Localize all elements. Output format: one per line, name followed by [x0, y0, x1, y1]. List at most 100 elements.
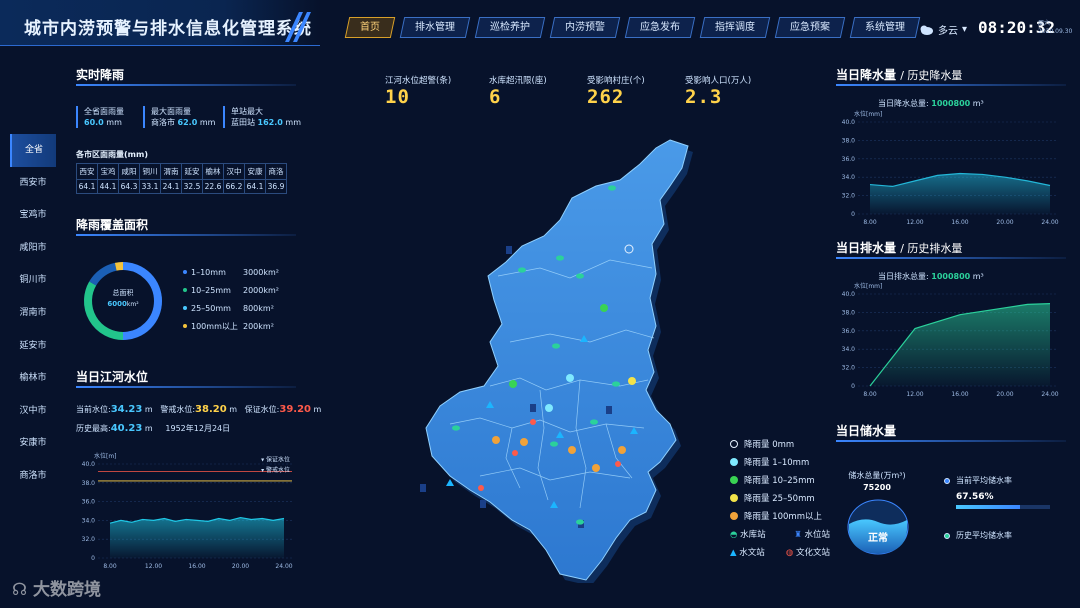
legend-warn: ▾ 警戒水位	[261, 466, 290, 474]
drainage-chart: 水位[mm]40.0 38.0 36.0 34.0 32.0 0 8.00 12.00 16.0…	[842, 282, 1059, 398]
map-boundaries	[449, 259, 655, 509]
city-item[interactable]: 榆林市	[19, 373, 47, 384]
top-nav: 首页 排水管理 巡检养护 内涝预警 应急发布 指挥调度 应急预案 系统管理	[344, 17, 921, 38]
city-item[interactable]: 咸阳市	[19, 242, 47, 253]
legend-dot	[944, 532, 950, 539]
nav-emergency-plan[interactable]: 应急预案	[774, 17, 846, 38]
x-tick-label: 20.00	[232, 563, 249, 570]
city-item[interactable]: 汉中市	[19, 405, 47, 416]
city-item[interactable]: 西安市	[19, 177, 47, 188]
city-item[interactable]: 渭南市	[19, 307, 47, 318]
y-tick-label: 38.0	[842, 137, 856, 144]
x-tick-label: 8.00	[863, 219, 877, 226]
nav-emergency-publish[interactable]: 应急发布	[624, 17, 696, 38]
nav-home[interactable]: 首页	[344, 17, 396, 38]
series-line	[869, 303, 1051, 387]
storage-total: 储水总量(万m³) 75200	[848, 471, 906, 492]
table-header-cell: 延安	[181, 163, 203, 180]
series-area	[110, 517, 284, 558]
reservoir-icon: ◓	[730, 530, 738, 540]
legend-item: 1–10mm 3000km²	[183, 263, 291, 281]
legend-item[interactable]: 降雨量 25–50mm	[730, 489, 830, 507]
city-item[interactable]: 宝鸡市	[19, 210, 47, 221]
y-tick-label: 34.0	[842, 174, 856, 181]
table-cell: 22.6	[202, 179, 224, 194]
nav-drainage[interactable]: 排水管理	[399, 17, 471, 38]
storage-status: 正常	[868, 533, 888, 544]
weather-widget[interactable]: 多云 ▾	[918, 22, 967, 37]
donut-segment	[122, 262, 162, 340]
legend-item: 25–50mm 800km²	[183, 299, 291, 317]
table-cell: 36.9	[265, 179, 287, 194]
table-header-cell: 铜川	[139, 163, 161, 180]
chevron-down-icon: ▾	[962, 24, 968, 35]
nav-system[interactable]: 系统管理	[849, 17, 921, 38]
date-block: 周六 2020.09.30	[1038, 20, 1072, 36]
river-history: 历史最高:40.23 m 1952年12月24日	[76, 423, 231, 434]
y-tick-label: 36.0	[82, 499, 96, 506]
x-tick-label: 16.00	[951, 219, 968, 226]
series-area	[870, 173, 1050, 214]
legend-item[interactable]: 降雨量 10–25mm	[730, 471, 830, 489]
legend-dot	[183, 324, 187, 328]
y-axis-label: 水位[mm]	[854, 282, 882, 290]
storage-hist-avg: 历史平均储水率	[944, 530, 1012, 541]
title-bar	[0, 0, 320, 46]
legend-icon-row: ▲ 水文站 ◍ 文化文站	[730, 543, 830, 561]
kpi-river-over-warning: 江河水位超警(条) 10	[385, 76, 452, 108]
x-tick-label: 24.00	[275, 563, 292, 570]
culture-station-icons	[478, 419, 621, 491]
nav-inspection[interactable]: 巡检养护	[474, 17, 546, 38]
rain-table-title: 各市区面雨量(mm)	[76, 150, 148, 159]
table-cell: 44.1	[97, 179, 119, 194]
legend-dot	[944, 477, 950, 484]
reservoir-icons	[452, 185, 620, 525]
kpi-affected-population: 受影响人口(万人) 2.3	[685, 76, 752, 108]
table-header-cell: 汉中	[223, 163, 245, 180]
hydrology-icon: ▲	[730, 548, 737, 558]
map-legend: 降雨量 0mm 降雨量 1–10mm 降雨量 10–25mm 降雨量 25–50…	[730, 435, 830, 561]
y-tick-label: 32.0	[82, 536, 96, 543]
table-cell: 64.1	[76, 179, 98, 194]
table-header-cell: 西安	[76, 163, 98, 180]
legend-item[interactable]: ♜ 水位站	[794, 530, 830, 540]
watermark-logo-icon: ☊	[12, 580, 28, 600]
series-line	[869, 172, 1051, 188]
culture-station-icon: ◍	[785, 548, 794, 558]
rain-table: 西安 宝鸡 咸阳 铜川 渭南 延安 榆林 汉中 安康 商洛 64.1 44.1 …	[76, 163, 287, 194]
rainfall-total: 当日降水总量: 1000800 m³	[878, 99, 984, 108]
nav-dispatch[interactable]: 指挥调度	[699, 17, 771, 38]
map-shape[interactable]	[425, 139, 689, 581]
nav-flood-warning[interactable]: 内涝预警	[549, 17, 621, 38]
legend-item[interactable]: 降雨量 100mm以上	[730, 507, 830, 525]
legend-item[interactable]: ▲ 水文站	[730, 548, 765, 558]
stat-max-rain: 最大面雨量 商洛市 62.0 mm	[143, 106, 215, 128]
city-item[interactable]: 全省	[10, 134, 56, 167]
x-tick-label: 12.00	[145, 563, 162, 570]
storage-gauge	[847, 499, 909, 555]
city-sidebar: 全省 西安市 宝鸡市 咸阳市 铜川市 渭南市 延安市 榆林市 汉中市 安康市 商…	[10, 134, 56, 493]
drainage-title: 当日排水量 / 历史排水量	[836, 241, 963, 255]
legend-item[interactable]: ◍ 文化文站	[785, 548, 830, 558]
section-underline	[76, 84, 296, 86]
y-tick-label: 38.0	[842, 309, 856, 316]
rain-points	[492, 244, 636, 472]
legend-dot	[183, 288, 187, 292]
x-tick-label: 12.00	[906, 391, 923, 398]
city-item[interactable]: 延安市	[19, 340, 47, 351]
city-item[interactable]: 安康市	[19, 438, 47, 449]
province-map[interactable]	[420, 128, 720, 583]
x-tick-label: 16.00	[951, 391, 968, 398]
y-tick-label: 40.0	[842, 291, 856, 298]
legend-item[interactable]: ◓ 水库站	[730, 530, 766, 540]
city-item[interactable]: 铜川市	[19, 275, 47, 286]
table-header-cell: 榆林	[202, 163, 224, 180]
section-underline	[836, 257, 1066, 259]
city-item[interactable]: 商洛市	[19, 470, 47, 481]
section-underline	[836, 84, 1066, 86]
clock: 08:20:32	[978, 18, 1056, 37]
legend-item[interactable]: 降雨量 1–10mm	[730, 453, 830, 471]
y-tick-label: 36.0	[842, 156, 856, 163]
legend-item[interactable]: 降雨量 0mm	[730, 435, 830, 453]
river-title: 当日江河水位	[76, 370, 149, 384]
